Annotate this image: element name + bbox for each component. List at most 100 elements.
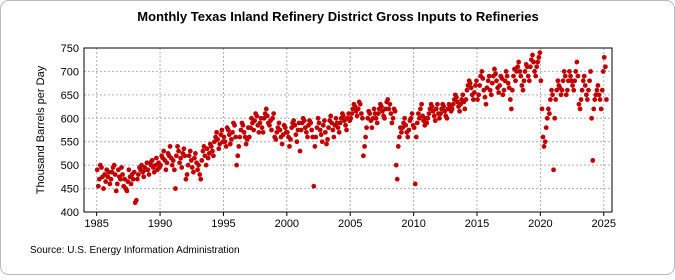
x-tick-label: 2015 <box>465 218 489 230</box>
y-tick-label: 750 <box>61 43 79 55</box>
point <box>457 108 463 114</box>
point <box>549 87 554 93</box>
point <box>237 134 243 140</box>
point <box>588 69 593 74</box>
point <box>589 115 594 121</box>
point <box>590 158 596 163</box>
point <box>236 144 242 149</box>
point <box>189 165 195 170</box>
point <box>591 106 597 112</box>
point <box>241 129 247 135</box>
point <box>246 134 252 140</box>
point <box>128 181 134 187</box>
point <box>371 106 377 112</box>
point <box>169 162 175 168</box>
point <box>130 176 136 182</box>
point <box>419 101 424 107</box>
point <box>577 106 583 112</box>
point <box>373 115 379 121</box>
point <box>119 165 124 170</box>
point <box>211 153 216 159</box>
point <box>503 69 509 74</box>
point <box>324 141 329 147</box>
point <box>173 186 178 191</box>
point <box>178 155 184 161</box>
point <box>507 97 513 102</box>
point <box>177 160 182 166</box>
point <box>163 167 169 173</box>
point <box>467 80 473 86</box>
point <box>444 115 450 121</box>
point <box>331 134 337 140</box>
point <box>426 111 432 116</box>
point <box>257 120 263 126</box>
point <box>312 144 318 149</box>
point <box>418 106 423 112</box>
point <box>597 97 603 102</box>
point <box>541 144 547 149</box>
point <box>558 92 564 98</box>
point <box>232 122 238 128</box>
point <box>488 92 494 98</box>
x-tick-label: 1990 <box>148 218 172 230</box>
point <box>519 83 525 88</box>
point <box>412 181 418 187</box>
point <box>279 141 285 147</box>
point <box>500 92 506 98</box>
point <box>600 69 606 74</box>
point <box>215 136 221 142</box>
point <box>594 87 600 93</box>
point <box>291 118 297 124</box>
point <box>513 78 518 84</box>
point <box>282 125 288 131</box>
point <box>536 54 542 60</box>
point <box>431 113 437 119</box>
point <box>603 64 608 70</box>
point <box>578 97 584 102</box>
point <box>95 183 101 189</box>
point <box>441 104 447 109</box>
point <box>369 125 375 131</box>
point <box>191 169 196 175</box>
point <box>362 144 367 149</box>
point <box>145 167 151 173</box>
point <box>200 148 206 154</box>
point <box>520 87 526 93</box>
point <box>204 146 210 152</box>
point <box>573 69 579 74</box>
point <box>504 73 510 79</box>
point <box>301 118 307 124</box>
point <box>186 153 192 159</box>
point <box>388 111 394 116</box>
point <box>182 153 188 159</box>
point <box>235 153 241 159</box>
point <box>539 106 545 112</box>
point <box>579 87 585 93</box>
point <box>542 139 548 145</box>
point <box>468 85 474 91</box>
point <box>256 129 262 135</box>
point <box>308 120 314 126</box>
point <box>181 146 187 152</box>
point <box>124 188 130 194</box>
point <box>330 127 336 133</box>
point <box>193 151 198 156</box>
point <box>571 87 577 93</box>
point <box>516 59 522 65</box>
point <box>133 197 139 203</box>
point <box>309 127 315 133</box>
point <box>203 162 209 168</box>
point <box>196 162 202 168</box>
point <box>540 134 546 140</box>
point <box>494 78 499 84</box>
point <box>367 111 373 116</box>
point <box>303 129 309 135</box>
point <box>208 144 214 149</box>
point <box>112 172 118 177</box>
y-axis-label: Thousand Barrels per Day <box>35 65 47 194</box>
point <box>222 139 228 145</box>
point <box>555 78 561 84</box>
point <box>397 134 402 140</box>
point <box>480 76 486 81</box>
point <box>518 73 524 79</box>
